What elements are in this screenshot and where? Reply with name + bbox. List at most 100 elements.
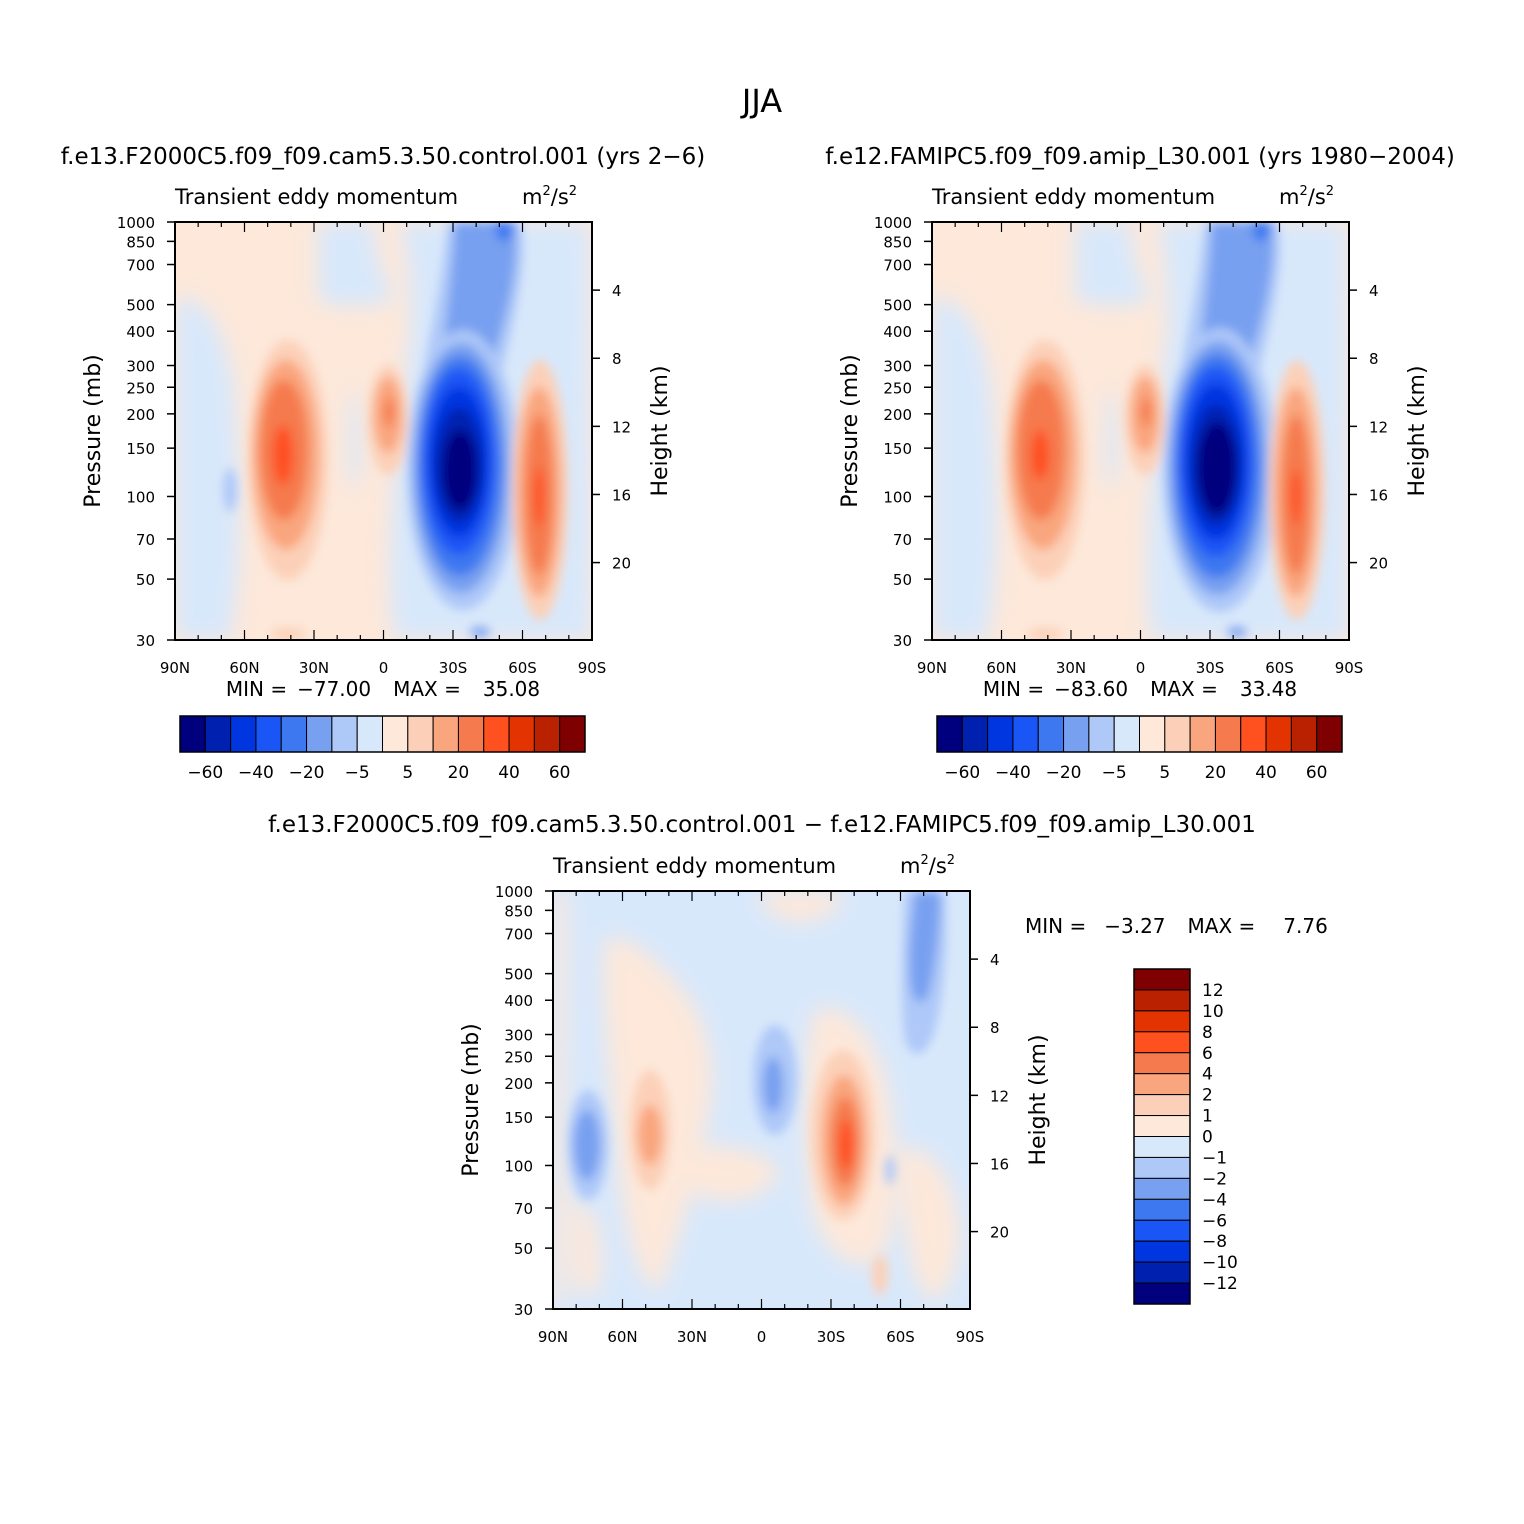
colorbar-swatch bbox=[1139, 715, 1166, 753]
colorbar-swatch bbox=[1133, 968, 1191, 991]
lat-tick-label: 0 bbox=[1136, 659, 1146, 677]
pressure-tick-label: 70 bbox=[514, 1200, 533, 1218]
pressure-tick-label: 50 bbox=[893, 571, 912, 589]
colorbar-swatch bbox=[559, 715, 586, 753]
colorbar-swatch bbox=[1133, 1177, 1191, 1200]
lat-tick-label: 60S bbox=[886, 1328, 915, 1346]
y2-axis-title: Height (km) bbox=[648, 365, 673, 496]
pressure-tick-label: 300 bbox=[504, 1027, 533, 1045]
pressure-tick-label: 250 bbox=[504, 1048, 533, 1066]
colorbar-swatch bbox=[331, 715, 358, 753]
pressure-tick-label: 150 bbox=[883, 440, 912, 458]
colorbar-swatch bbox=[1037, 715, 1065, 753]
lat-tick-label: 30N bbox=[1056, 659, 1086, 677]
colorbar-swatch bbox=[1214, 715, 1242, 753]
panel-control-units: m2/s2 bbox=[522, 184, 577, 209]
colorbar-label: −4 bbox=[1202, 1190, 1227, 1210]
panel-control-stats: MIN = −77.00 MAX = 35.08 bbox=[226, 677, 540, 701]
height-tick-label: 4 bbox=[612, 282, 622, 300]
height-tick-label: 12 bbox=[612, 418, 631, 436]
lat-tick-label: 60N bbox=[229, 659, 259, 677]
panel-amip-stats: MIN = −83.60 MAX = 33.48 bbox=[983, 677, 1297, 701]
colorbar-label: −60 bbox=[944, 763, 980, 783]
colorbar-swatch bbox=[204, 715, 232, 753]
height-tick-label: 16 bbox=[612, 486, 631, 504]
colorbar-swatch bbox=[1063, 715, 1090, 753]
colorbar-label: 1 bbox=[1202, 1107, 1213, 1127]
pressure-tick-label: 100 bbox=[504, 1157, 533, 1175]
lat-tick-label: 90S bbox=[1335, 659, 1364, 677]
panel-control-contour-field bbox=[175, 222, 592, 640]
colorbar-label: 8 bbox=[1202, 1023, 1213, 1043]
pressure-tick-label: 400 bbox=[504, 992, 533, 1010]
lat-tick-label: 30N bbox=[677, 1328, 707, 1346]
height-tick-label: 12 bbox=[1369, 418, 1388, 436]
colorbar-label: 12 bbox=[1202, 981, 1224, 1001]
colorbar-swatch bbox=[1133, 1010, 1191, 1033]
pressure-tick-label: 300 bbox=[883, 358, 912, 376]
lat-tick-label: 30N bbox=[299, 659, 329, 677]
colorbar-label: −40 bbox=[238, 763, 274, 783]
height-tick-label: 8 bbox=[612, 350, 622, 368]
colorbar-swatch bbox=[1189, 715, 1216, 753]
lat-tick-label: 60S bbox=[1265, 659, 1294, 677]
colorbar-swatch bbox=[432, 715, 459, 753]
colorbar-swatch bbox=[1133, 1115, 1191, 1137]
colorbar-swatch bbox=[457, 715, 485, 753]
colorbar-label: 60 bbox=[1306, 763, 1328, 783]
colorbar-swatch bbox=[1290, 715, 1318, 753]
pressure-tick-label: 1000 bbox=[874, 214, 912, 232]
colorbar-label: 10 bbox=[1202, 1002, 1224, 1022]
height-tick-label: 20 bbox=[990, 1224, 1009, 1242]
pressure-tick-label: 70 bbox=[136, 531, 155, 549]
height-tick-label: 8 bbox=[990, 1019, 1000, 1037]
pressure-tick-label: 30 bbox=[136, 632, 155, 650]
colorbar-swatch bbox=[1133, 1094, 1191, 1117]
panel-amip-case-title: f.e12.FAMIPC5.f09_f09.amip_L30.001 (yrs … bbox=[825, 144, 1455, 170]
height-tick-label: 20 bbox=[612, 555, 631, 573]
panel-control-variable: Transient eddy momentum bbox=[174, 185, 458, 209]
lat-tick-label: 30S bbox=[439, 659, 468, 677]
lat-tick-label: 90N bbox=[538, 1328, 568, 1346]
panel-control-case-title: f.e13.F2000C5.f09_f09.cam5.3.50.control.… bbox=[61, 144, 705, 170]
height-tick-label: 16 bbox=[990, 1155, 1009, 1173]
panel-control-colorbar: −60 −40 −20 −5 5 20 40 60 bbox=[179, 715, 586, 783]
colorbar-swatch bbox=[179, 715, 206, 753]
colorbar-swatch bbox=[533, 715, 561, 753]
y-axis-title: Pressure (mb) bbox=[838, 354, 863, 508]
colorbar-swatch bbox=[936, 715, 963, 753]
colorbar-label: −12 bbox=[1202, 1274, 1238, 1294]
colorbar-swatch bbox=[987, 715, 1014, 753]
height-tick-label: 20 bbox=[1369, 555, 1388, 573]
pressure-tick-label: 250 bbox=[126, 379, 155, 397]
colorbar-label: 6 bbox=[1202, 1044, 1213, 1064]
colorbar-label: −5 bbox=[345, 763, 370, 783]
lat-tick-label: 30S bbox=[1196, 659, 1225, 677]
colorbar-swatch bbox=[1265, 715, 1292, 753]
colorbar-label: 5 bbox=[402, 763, 413, 783]
colorbar-swatch bbox=[1240, 715, 1267, 753]
pressure-tick-label: 400 bbox=[126, 323, 155, 341]
colorbar-label: 20 bbox=[448, 763, 470, 783]
colorbar-swatch bbox=[1133, 1031, 1191, 1054]
panel-amip-colorbar: −60 −40 −20 −5 5 20 40 60 bbox=[936, 715, 1343, 783]
pressure-tick-label: 50 bbox=[514, 1240, 533, 1258]
colorbar-label: 0 bbox=[1202, 1128, 1213, 1148]
panel-amip-units: m2/s2 bbox=[1279, 184, 1334, 209]
colorbar-swatch bbox=[483, 715, 510, 753]
lat-tick-label: 60N bbox=[986, 659, 1016, 677]
colorbar-swatch bbox=[1133, 1282, 1191, 1305]
colorbar-swatch bbox=[382, 715, 409, 753]
pressure-tick-label: 150 bbox=[126, 440, 155, 458]
colorbar-swatch bbox=[1133, 1219, 1191, 1242]
colorbar-label: −40 bbox=[995, 763, 1031, 783]
pressure-tick-label: 100 bbox=[126, 488, 155, 506]
panel-diff-case-title: f.e13.F2000C5.f09_f09.cam5.3.50.control.… bbox=[268, 812, 1256, 838]
colorbar-swatch bbox=[356, 715, 383, 753]
panel-amip-contour-field bbox=[932, 222, 1349, 640]
